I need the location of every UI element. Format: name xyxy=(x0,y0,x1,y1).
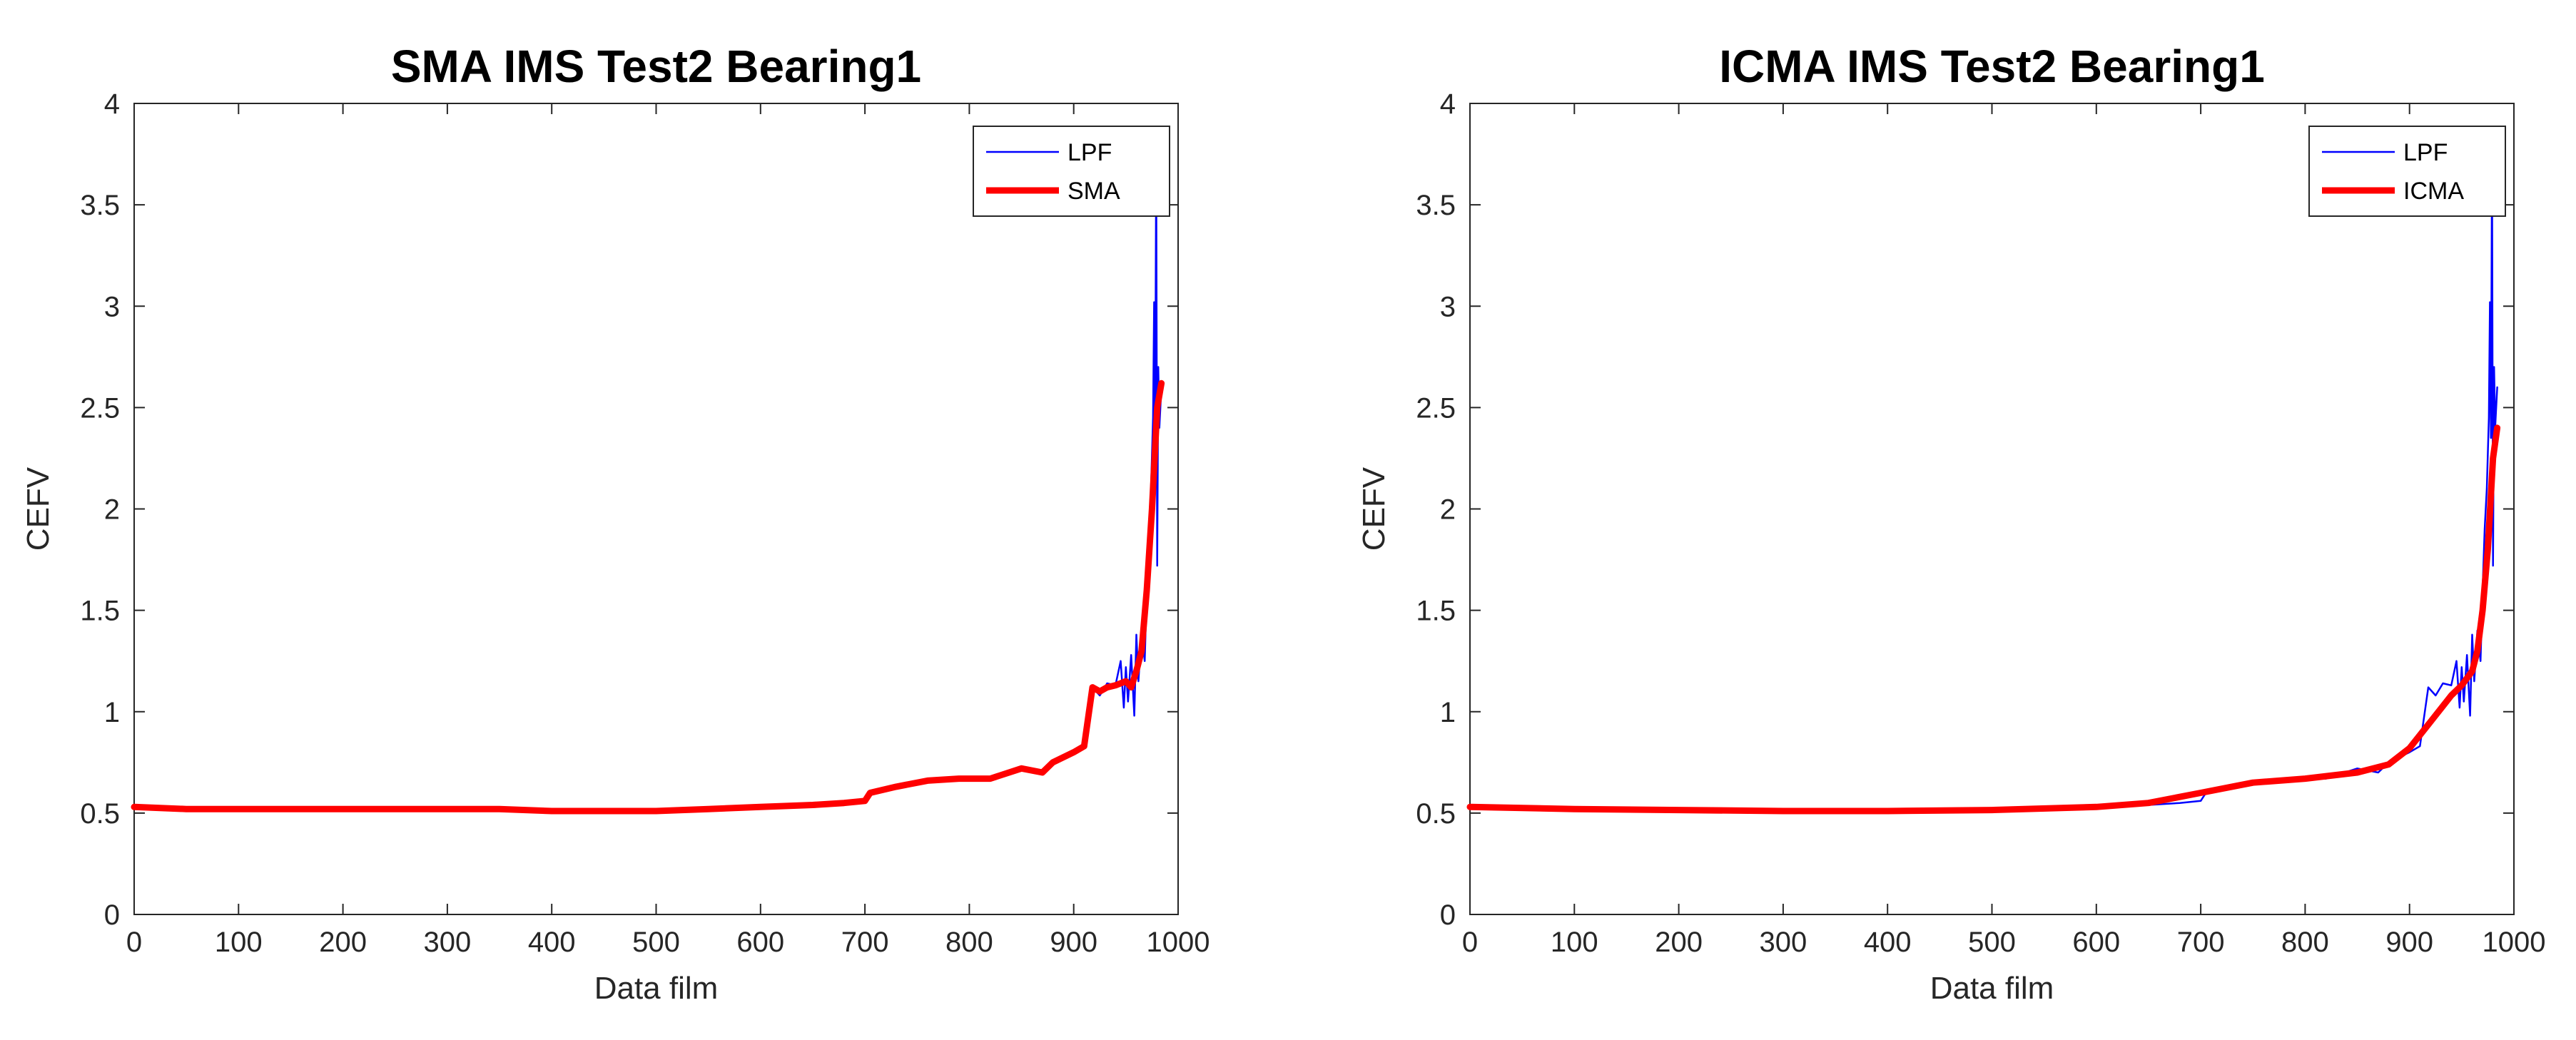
x-tick-label: 500 xyxy=(1968,927,2016,958)
x-tick-label: 800 xyxy=(945,927,993,958)
x-axis-label: Data film xyxy=(594,971,719,1006)
x-tick-label: 700 xyxy=(841,927,889,958)
y-tick-label: 2.5 xyxy=(80,392,120,424)
y-tick-label: 0.5 xyxy=(1416,798,1456,830)
x-tick-label: 400 xyxy=(528,927,576,958)
x-tick-label: 900 xyxy=(2385,927,2433,958)
x-tick-label: 200 xyxy=(1655,927,1703,958)
plot-area-box xyxy=(1469,103,2515,915)
legend-box xyxy=(973,126,1170,217)
y-tick-label: 0 xyxy=(104,899,120,931)
y-tick-label: 1.5 xyxy=(1416,596,1456,627)
y-tick-label: 3 xyxy=(104,291,120,322)
y-tick-label: 0 xyxy=(1440,899,1456,931)
y-axis-label: CEFV xyxy=(21,467,56,551)
x-tick-label: 400 xyxy=(1864,927,1912,958)
y-tick-label: 1 xyxy=(104,697,120,728)
y-axis-label: CEFV xyxy=(1357,467,1391,551)
y-tick-label: 1 xyxy=(1440,697,1456,728)
y-tick-label: 2.5 xyxy=(1416,392,1456,424)
x-tick-label: 100 xyxy=(1551,927,1598,958)
series-line-sma xyxy=(131,379,1165,815)
y-tick-label: 3 xyxy=(1440,291,1456,322)
y-tick-label: 3.5 xyxy=(80,190,120,221)
y-tick-label: 4 xyxy=(104,88,120,120)
y-tick-label: 3.5 xyxy=(1416,190,1456,221)
x-tick-label: 600 xyxy=(736,927,784,958)
series-line-icma xyxy=(1466,424,2501,815)
legend-box xyxy=(2308,126,2506,217)
x-tick-label: 300 xyxy=(424,927,472,958)
legend: LPF ICMA xyxy=(2308,126,2506,217)
x-tick-label: 500 xyxy=(632,927,680,958)
chart-title: ICMA IMS Test2 Bearing1 xyxy=(1719,41,2265,92)
y-tick-label: 2 xyxy=(104,494,120,526)
x-tick-label: 300 xyxy=(1760,927,1807,958)
chart-2: ICMA IMS Test2 Bearing1 0 100 200 300 400 500 6… xyxy=(1357,41,2545,1006)
y-tick-label: 4 xyxy=(1440,88,1456,120)
x-tick-label: 1000 xyxy=(2483,927,2546,958)
x-tick-label: 200 xyxy=(319,927,367,958)
x-tick-label: 800 xyxy=(2281,927,2329,958)
legend-entry-sma: SMA xyxy=(1068,178,1120,205)
x-tick-label: 0 xyxy=(126,927,142,958)
x-tick-label: 100 xyxy=(215,927,263,958)
chart-1: SMA IMS Test2 Bearing1 0 100 200 300 400 500 60… xyxy=(21,41,1210,1006)
chart-title: SMA IMS Test2 Bearing1 xyxy=(391,41,921,92)
x-tick-label: 0 xyxy=(1462,927,1478,958)
y-tick-label: 1.5 xyxy=(80,596,120,627)
legend: LPF SMA xyxy=(973,126,1170,217)
x-tick-label: 900 xyxy=(1050,927,1097,958)
x-axis-label: Data film xyxy=(1930,971,2054,1006)
y-tick-label: 0.5 xyxy=(80,798,120,830)
legend-entry-lpf: LPF xyxy=(2403,139,2448,166)
x-tick-label: 600 xyxy=(2072,927,2120,958)
x-tick-label: 1000 xyxy=(1147,927,1210,958)
legend-entry-icma: ICMA xyxy=(2403,178,2464,205)
legend-entry-lpf: LPF xyxy=(1068,139,1112,166)
y-tick-label: 2 xyxy=(1440,494,1456,526)
x-tick-label: 700 xyxy=(2177,927,2225,958)
plot-area-box xyxy=(133,103,1179,915)
